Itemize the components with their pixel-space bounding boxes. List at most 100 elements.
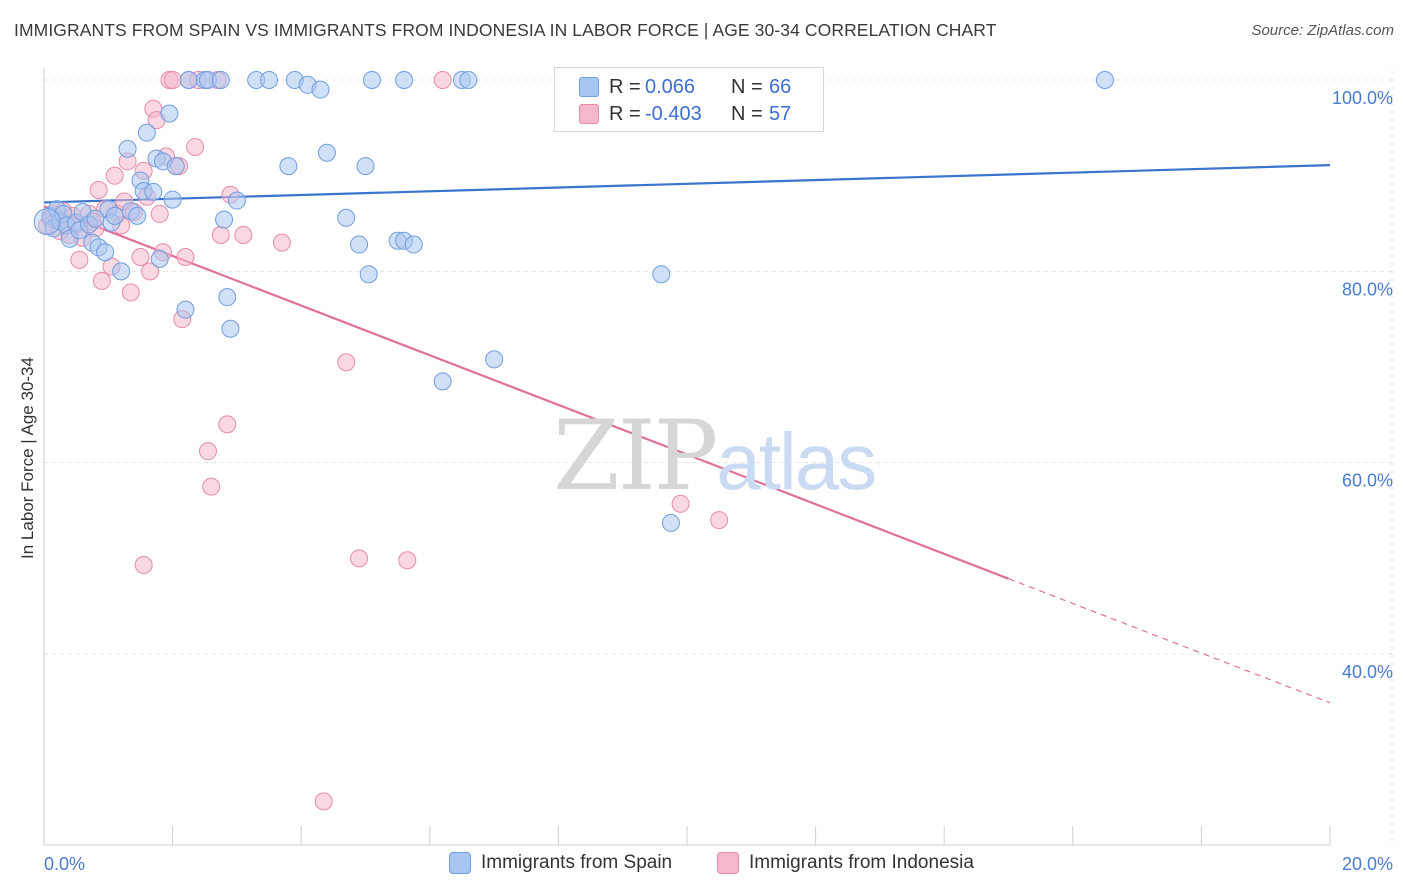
series-legend-item-spain[interactable]: Immigrants from Spain (449, 852, 672, 874)
data-point-indonesia (211, 225, 230, 244)
legend-r-value-spain: 0.066 (645, 75, 696, 98)
data-point-spain (163, 190, 182, 209)
series-legend-label-spain: Immigrants from Spain (481, 852, 673, 873)
data-point-spain (485, 350, 504, 369)
data-point-indonesia (398, 551, 417, 570)
data-point-spain (176, 300, 195, 319)
data-point-spain (218, 288, 237, 307)
trendline-indonesia (43, 205, 1009, 580)
data-point-indonesia (134, 556, 153, 575)
data-point-indonesia (163, 71, 182, 89)
data-point-indonesia (234, 225, 253, 244)
data-point-indonesia (350, 549, 369, 568)
legend-r-label: R = (609, 75, 641, 98)
data-point-indonesia (272, 233, 291, 252)
data-point-spain (433, 372, 452, 391)
watermark-atlas: atlas (716, 417, 877, 506)
y-tick-label: 80.0% (1342, 279, 1393, 299)
y-axis-label: In Labor Force | Age 30-34 (18, 357, 37, 559)
data-point-spain (311, 80, 330, 99)
data-point-spain (359, 265, 378, 284)
legend-r-label: R = (609, 102, 641, 125)
trendline-indonesia-extension (1008, 578, 1331, 704)
series-legend-item-indonesia[interactable]: Immigrants from Indonesia (717, 852, 974, 874)
data-point-indonesia (218, 415, 237, 434)
data-point-spain (128, 206, 147, 225)
legend-row-spain: R = 0.066 N = 66 (579, 73, 791, 101)
legend-n-value-spain: 66 (769, 75, 792, 98)
data-point-spain (661, 513, 680, 532)
trendline-spain (43, 164, 1331, 204)
legend-n-label: N = (731, 102, 763, 125)
data-point-indonesia (70, 250, 89, 269)
data-point-indonesia (314, 792, 333, 811)
tick-labels: 40.0% 60.0% 80.0% 100.0% 0.0% 20.0% (44, 88, 1393, 874)
series-legend-label-indonesia: Immigrants from Indonesia (749, 852, 974, 873)
axes (43, 68, 1331, 846)
chart-title: IMMIGRANTS FROM SPAIN VS IMMIGRANTS FROM… (14, 20, 997, 40)
data-point-spain (404, 235, 423, 254)
data-point-spain (337, 208, 356, 227)
data-point-spain (160, 104, 179, 123)
data-point-spain (260, 71, 279, 89)
data-point-spain (105, 206, 124, 225)
legend-swatch-spain (579, 77, 599, 97)
data-point-indonesia (176, 247, 195, 266)
data-point-spain (459, 71, 478, 89)
data-point-indonesia (131, 247, 150, 266)
data-point-spain (150, 249, 169, 268)
data-point-indonesia (202, 477, 221, 496)
data-point-spain-cluster (33, 208, 61, 236)
watermark: ZIPatlas (553, 400, 877, 512)
legend-r-value-indonesia: -0.403 (645, 102, 702, 125)
data-point-spain (144, 182, 163, 201)
legend-row-indonesia: R = -0.403 N = 57 (579, 100, 791, 128)
data-point-spain (112, 262, 131, 281)
data-point-spain (179, 71, 198, 89)
data-point-spain (395, 71, 414, 89)
watermark-zip: ZIP (553, 400, 718, 512)
data-point-indonesia (433, 71, 452, 89)
x-tick-label: 0.0% (44, 854, 85, 874)
stats-legend: R = 0.066 N = 66 R = -0.403 N = 57 (554, 67, 824, 132)
data-point-indonesia (141, 262, 160, 281)
data-point-spain (1095, 71, 1114, 89)
y-tick-label: 60.0% (1342, 471, 1393, 491)
y-tick-label: 100.0% (1332, 88, 1393, 108)
data-point-spain (652, 265, 671, 284)
data-point-spain (317, 143, 336, 162)
series-legend-swatch-spain (449, 852, 471, 874)
series-legend-swatch-indonesia (717, 852, 739, 874)
data-point-spain (118, 139, 137, 158)
data-point-indonesia (710, 511, 729, 530)
data-point-spain (137, 123, 156, 142)
data-point-spain (356, 157, 375, 176)
legend-n-label: N = (731, 75, 763, 98)
data-point-spain (215, 210, 234, 229)
data-point-spain (227, 191, 246, 210)
chart-source: Source: ZipAtlas.com (1251, 22, 1394, 39)
data-point-indonesia (89, 181, 108, 200)
legend-swatch-indonesia (579, 104, 599, 124)
legend-n-value-indonesia: 57 (769, 102, 792, 125)
data-point-spain (350, 235, 369, 254)
series-legend: Immigrants from Spain Immigrants from In… (0, 852, 1406, 878)
x-tick-label: 20.0% (1342, 854, 1393, 874)
data-point-indonesia (92, 271, 111, 290)
data-point-indonesia (121, 283, 140, 302)
data-point-spain (211, 71, 230, 89)
data-point-spain (279, 157, 298, 176)
data-point-spain (221, 319, 240, 338)
data-point-spain (96, 243, 115, 262)
data-point-spain (362, 71, 381, 89)
data-point-indonesia (671, 494, 690, 513)
data-point-indonesia (337, 353, 356, 372)
data-point-spain (166, 157, 185, 176)
data-point-indonesia (198, 442, 217, 461)
data-point-indonesia (150, 204, 169, 223)
data-point-indonesia (105, 166, 124, 185)
data-point-indonesia (186, 137, 205, 156)
trend-lines (43, 164, 1331, 704)
y-tick-label: 40.0% (1342, 662, 1393, 682)
